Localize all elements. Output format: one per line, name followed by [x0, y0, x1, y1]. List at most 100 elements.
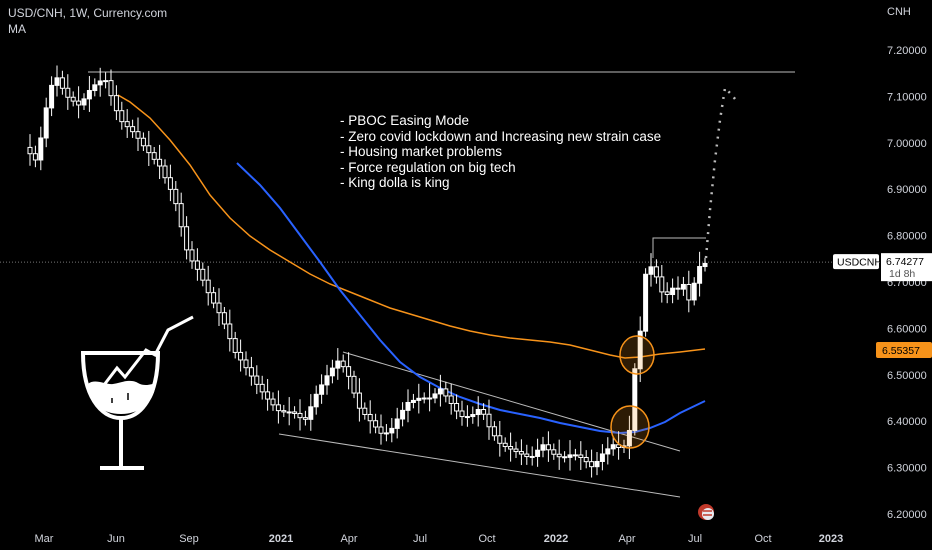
candle-down — [254, 375, 260, 385]
candle-down — [259, 383, 265, 393]
candle-down — [265, 391, 271, 400]
x-tick-label: Mar — [35, 533, 54, 545]
candle-up — [313, 393, 319, 408]
candle-down — [653, 266, 659, 278]
indicator-label[interactable]: MA — [8, 22, 26, 36]
candle-down — [686, 283, 692, 301]
candle-up — [535, 449, 541, 457]
x-tick-label: Jul — [688, 533, 702, 545]
candle-down — [513, 448, 519, 453]
candle-down — [189, 249, 195, 262]
y-tick-label: 7.20000 — [887, 45, 927, 57]
glass-liquid — [88, 380, 156, 414]
candle-up — [421, 397, 427, 400]
candle-up — [308, 406, 314, 420]
candle-down — [502, 442, 508, 448]
candle-up — [92, 84, 98, 92]
candle-up — [605, 448, 611, 455]
ma-badge-bg — [876, 341, 932, 358]
candle-up — [81, 98, 87, 106]
chart-title: USD/CNH, 1W, Currency.com — [8, 6, 168, 20]
x-tick-label: Apr — [618, 533, 635, 545]
candle-down — [281, 410, 287, 413]
x-tick-label: Oct — [754, 533, 771, 545]
projection-path — [704, 85, 739, 259]
candle-down — [572, 454, 578, 457]
candle-down — [194, 260, 200, 270]
candle-down — [454, 402, 460, 412]
x-tick-label: Sep — [179, 533, 199, 545]
candle-down — [373, 420, 379, 428]
note-line: - Force regulation on big tech — [340, 159, 516, 175]
candle-down — [211, 292, 217, 304]
candle-up — [529, 455, 535, 458]
candle-up — [319, 384, 325, 395]
candle-up — [394, 418, 400, 429]
y-tick-label: 6.60000 — [887, 323, 927, 335]
candle-down — [518, 451, 524, 455]
x-tick-label: Oct — [478, 533, 495, 545]
candle-up — [49, 84, 55, 109]
candle-down — [292, 411, 298, 414]
candle-down — [151, 152, 157, 160]
event-flag-icon[interactable] — [698, 504, 714, 520]
candle-up — [400, 409, 406, 420]
candle-up — [691, 282, 697, 301]
candle-up — [475, 409, 481, 416]
candle-up — [464, 416, 470, 419]
candle-down — [146, 145, 152, 154]
candle-down — [108, 80, 114, 97]
candle-up — [410, 399, 416, 403]
candle-down — [130, 126, 136, 133]
candle-up — [324, 375, 330, 386]
event-flag-inner — [702, 508, 714, 520]
x-tick-label: 2021 — [269, 533, 293, 545]
candle-up — [702, 262, 708, 268]
note-line: - Housing market problems — [340, 144, 503, 159]
ma-badge-value: 6.55357 — [882, 345, 920, 357]
candle-down — [178, 203, 184, 228]
candle-up — [599, 453, 605, 462]
candle-down — [481, 409, 487, 415]
candle-down — [32, 153, 38, 161]
time-axis[interactable]: Mar Jun Sep 2021 Apr Jul Oct 2022 Apr Jul Oct 2023 — [35, 533, 844, 545]
price-tag-value: 6.74277 — [886, 256, 924, 268]
candle-down — [205, 279, 211, 294]
candle-up — [383, 432, 389, 435]
candle-up — [610, 444, 616, 450]
price-axis[interactable]: CNH 7.20000 7.10000 7.00000 6.90000 6.80000 6.… — [833, 6, 932, 521]
candle-down — [238, 351, 244, 361]
candle-down — [378, 426, 384, 434]
candle-down — [448, 395, 454, 404]
candle-down — [173, 188, 179, 205]
candle-down — [27, 146, 33, 155]
candle-up — [103, 80, 109, 83]
candle-up — [643, 273, 649, 332]
candle-up — [54, 77, 60, 86]
candle-down — [297, 412, 303, 419]
candle-down — [556, 453, 562, 458]
candle-down — [486, 413, 492, 428]
candle-down — [367, 413, 373, 422]
candle-down — [443, 388, 449, 397]
symbol-tag — [833, 254, 879, 270]
candle-down — [589, 461, 595, 468]
candle-down — [524, 453, 530, 458]
note-line: - PBOC Easing Mode — [340, 113, 470, 128]
candle-up — [632, 368, 638, 431]
candle-down — [200, 268, 206, 281]
candle-up — [86, 90, 92, 100]
candles — [27, 65, 708, 478]
bar-countdown: 1d 8h — [889, 268, 915, 280]
candle-up — [540, 444, 546, 451]
y-tick-label: 6.50000 — [887, 370, 927, 382]
candle-up — [329, 367, 335, 377]
ma-value-badge[interactable]: 6.55357 — [876, 341, 932, 358]
candle-down — [275, 404, 281, 412]
candle-down — [551, 449, 557, 455]
channel-upper-line — [342, 351, 681, 452]
x-tick-label: Apr — [340, 533, 357, 545]
y-tick-label: 7.10000 — [887, 91, 927, 103]
